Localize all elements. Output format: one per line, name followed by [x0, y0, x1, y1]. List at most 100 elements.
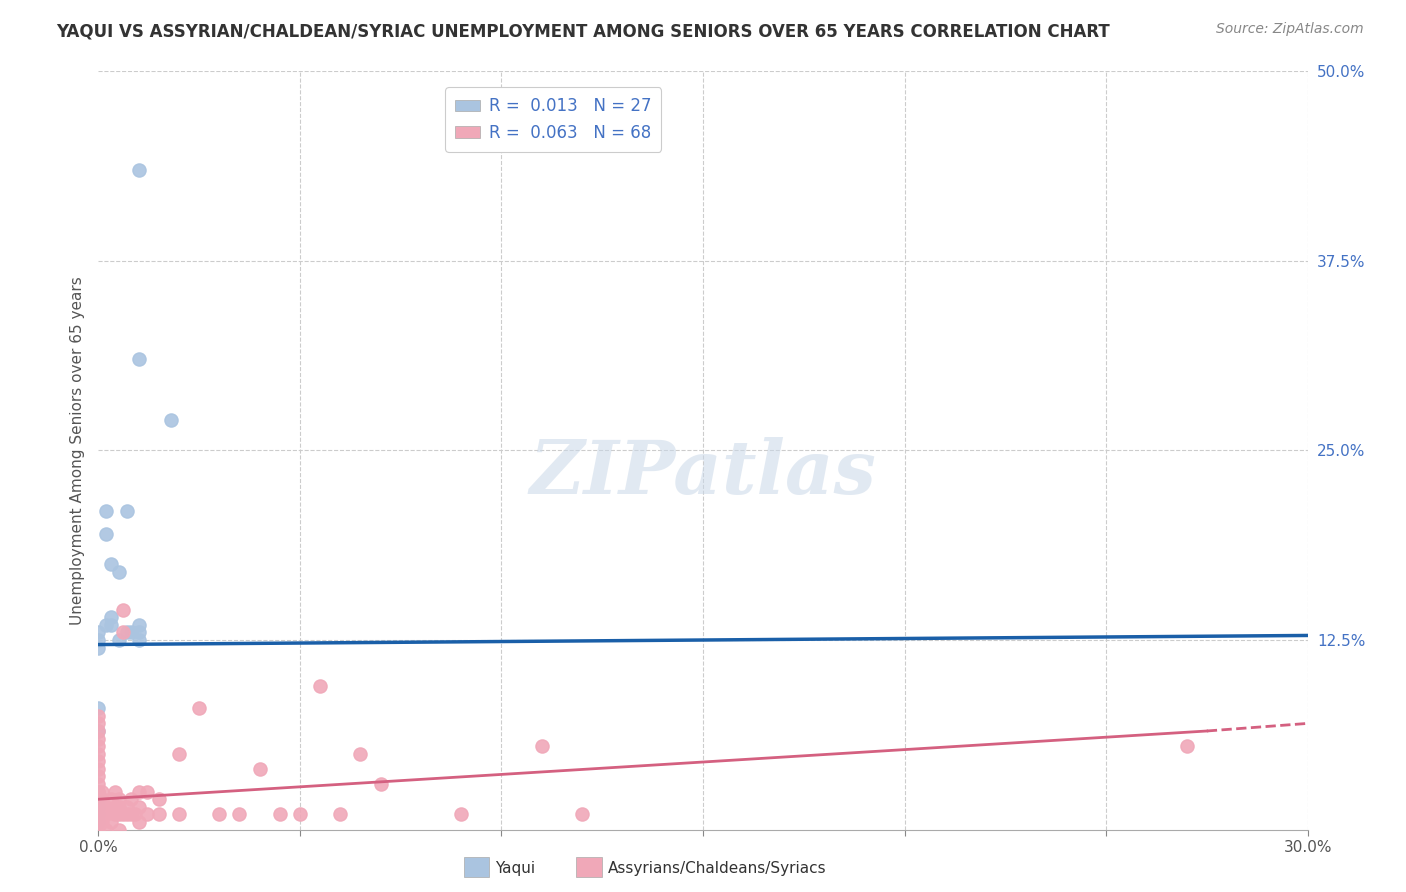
- Point: [87, 785, 110, 799]
- Point: [91, 792, 114, 806]
- Point: [115, 800, 138, 814]
- Point: [450, 807, 472, 822]
- Point: [87, 800, 110, 814]
- Point: [115, 625, 138, 640]
- Point: [107, 807, 129, 822]
- Point: [571, 807, 593, 822]
- Point: [208, 807, 231, 822]
- Y-axis label: Unemployment Among Seniors over 65 years: Unemployment Among Seniors over 65 years: [69, 277, 84, 624]
- Text: ZIPatlas: ZIPatlas: [530, 437, 876, 509]
- Point: [87, 815, 110, 830]
- Point: [87, 822, 110, 837]
- Point: [115, 807, 138, 822]
- Point: [87, 769, 110, 784]
- Point: [128, 800, 150, 814]
- Point: [128, 815, 150, 830]
- Point: [188, 701, 211, 715]
- Point: [349, 747, 371, 761]
- Point: [107, 800, 129, 814]
- Point: [87, 815, 110, 830]
- Point: [96, 822, 118, 837]
- Text: Source: ZipAtlas.com: Source: ZipAtlas.com: [1216, 22, 1364, 37]
- Point: [309, 678, 332, 692]
- Point: [100, 815, 122, 830]
- Point: [87, 724, 110, 739]
- Point: [269, 807, 291, 822]
- Point: [100, 610, 122, 624]
- Point: [87, 708, 110, 723]
- Point: [111, 603, 134, 617]
- Point: [96, 504, 118, 518]
- Point: [148, 807, 170, 822]
- Point: [100, 557, 122, 572]
- Point: [128, 352, 150, 367]
- Point: [288, 807, 311, 822]
- Point: [111, 625, 134, 640]
- Point: [128, 633, 150, 648]
- Point: [96, 617, 118, 632]
- Point: [87, 807, 110, 822]
- Point: [128, 625, 150, 640]
- Point: [91, 807, 114, 822]
- Point: [111, 807, 134, 822]
- Text: Assyrians/Chaldeans/Syriacs: Assyrians/Chaldeans/Syriacs: [607, 862, 825, 876]
- Point: [160, 413, 183, 427]
- Point: [107, 633, 129, 648]
- Point: [87, 747, 110, 761]
- Point: [87, 724, 110, 739]
- Point: [87, 640, 110, 655]
- Point: [100, 617, 122, 632]
- Point: [148, 792, 170, 806]
- Point: [135, 807, 157, 822]
- Point: [87, 807, 110, 822]
- Point: [124, 807, 146, 822]
- Point: [103, 807, 125, 822]
- Point: [87, 755, 110, 769]
- Point: [249, 762, 271, 776]
- Point: [120, 625, 142, 640]
- Point: [96, 800, 118, 814]
- Point: [87, 792, 110, 806]
- Point: [103, 785, 125, 799]
- Point: [91, 800, 114, 814]
- Text: Yaqui: Yaqui: [495, 862, 536, 876]
- Point: [120, 792, 142, 806]
- Legend: R =  0.013   N = 27, R =  0.063   N = 68: R = 0.013 N = 27, R = 0.063 N = 68: [446, 87, 661, 152]
- Point: [103, 800, 125, 814]
- Point: [530, 739, 553, 753]
- Point: [91, 785, 114, 799]
- Point: [87, 800, 110, 814]
- Point: [370, 777, 392, 791]
- Point: [87, 800, 110, 814]
- Point: [115, 504, 138, 518]
- Point: [167, 747, 190, 761]
- Point: [87, 633, 110, 648]
- Point: [1175, 739, 1198, 753]
- Point: [87, 777, 110, 791]
- Point: [87, 716, 110, 731]
- Point: [329, 807, 352, 822]
- Point: [87, 762, 110, 776]
- Point: [87, 792, 110, 806]
- Point: [228, 807, 250, 822]
- Point: [167, 807, 190, 822]
- Point: [107, 792, 129, 806]
- Point: [120, 807, 142, 822]
- Point: [87, 785, 110, 799]
- Point: [87, 785, 110, 799]
- Point: [128, 617, 150, 632]
- Point: [135, 785, 157, 799]
- Point: [128, 163, 150, 178]
- Point: [87, 731, 110, 746]
- Point: [107, 565, 129, 579]
- Point: [100, 792, 122, 806]
- Point: [107, 822, 129, 837]
- Text: YAQUI VS ASSYRIAN/CHALDEAN/SYRIAC UNEMPLOYMENT AMONG SENIORS OVER 65 YEARS CORRE: YAQUI VS ASSYRIAN/CHALDEAN/SYRIAC UNEMPL…: [56, 22, 1109, 40]
- Point: [87, 739, 110, 753]
- Point: [87, 807, 110, 822]
- Point: [91, 815, 114, 830]
- Point: [128, 785, 150, 799]
- Point: [87, 625, 110, 640]
- Point: [96, 526, 118, 541]
- Point: [96, 807, 118, 822]
